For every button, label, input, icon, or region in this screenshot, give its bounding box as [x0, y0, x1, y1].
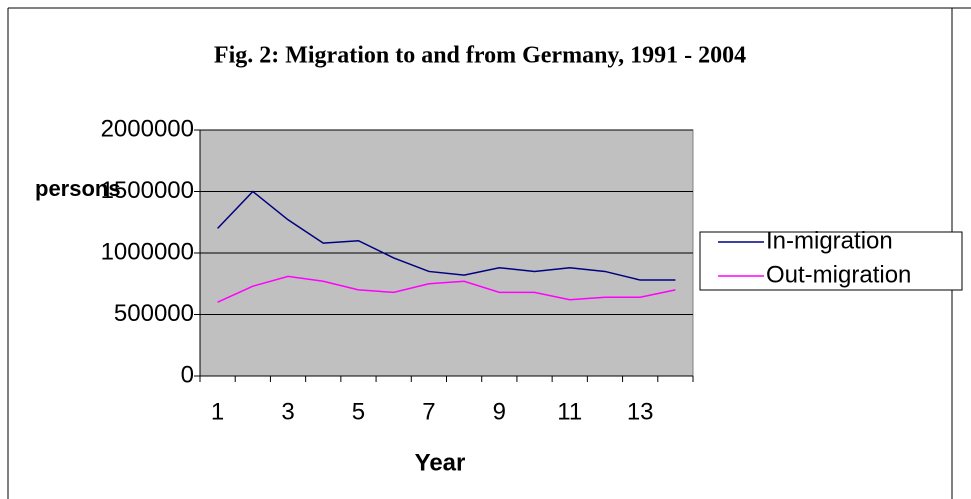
- y-tick-label: 0: [181, 361, 194, 388]
- x-tick-label: 5: [352, 398, 365, 425]
- series-line: [217, 275, 676, 303]
- x-tick-label: 11: [557, 398, 582, 425]
- x-tick-label: 9: [493, 398, 506, 425]
- x-tick-label: 7: [422, 398, 435, 425]
- legend-label: In-migration: [766, 227, 893, 254]
- x-tick-label: 3: [281, 398, 294, 425]
- y-axis-label: persons: [35, 176, 121, 201]
- legend-label: Out-migration: [766, 261, 911, 288]
- y-tick-label: 1000000: [101, 238, 194, 265]
- y-tick-label: 1500000: [101, 177, 194, 204]
- y-tick-label: 500000: [114, 300, 194, 327]
- series-line: [217, 190, 676, 281]
- x-tick-label: 13: [627, 398, 654, 425]
- x-axis-label: Year: [415, 449, 466, 476]
- y-tick-label: 2000000: [101, 115, 194, 142]
- chart-title: Fig. 2: Migration to and from Germany, 1…: [214, 43, 746, 69]
- x-tick-label: 1: [211, 398, 224, 425]
